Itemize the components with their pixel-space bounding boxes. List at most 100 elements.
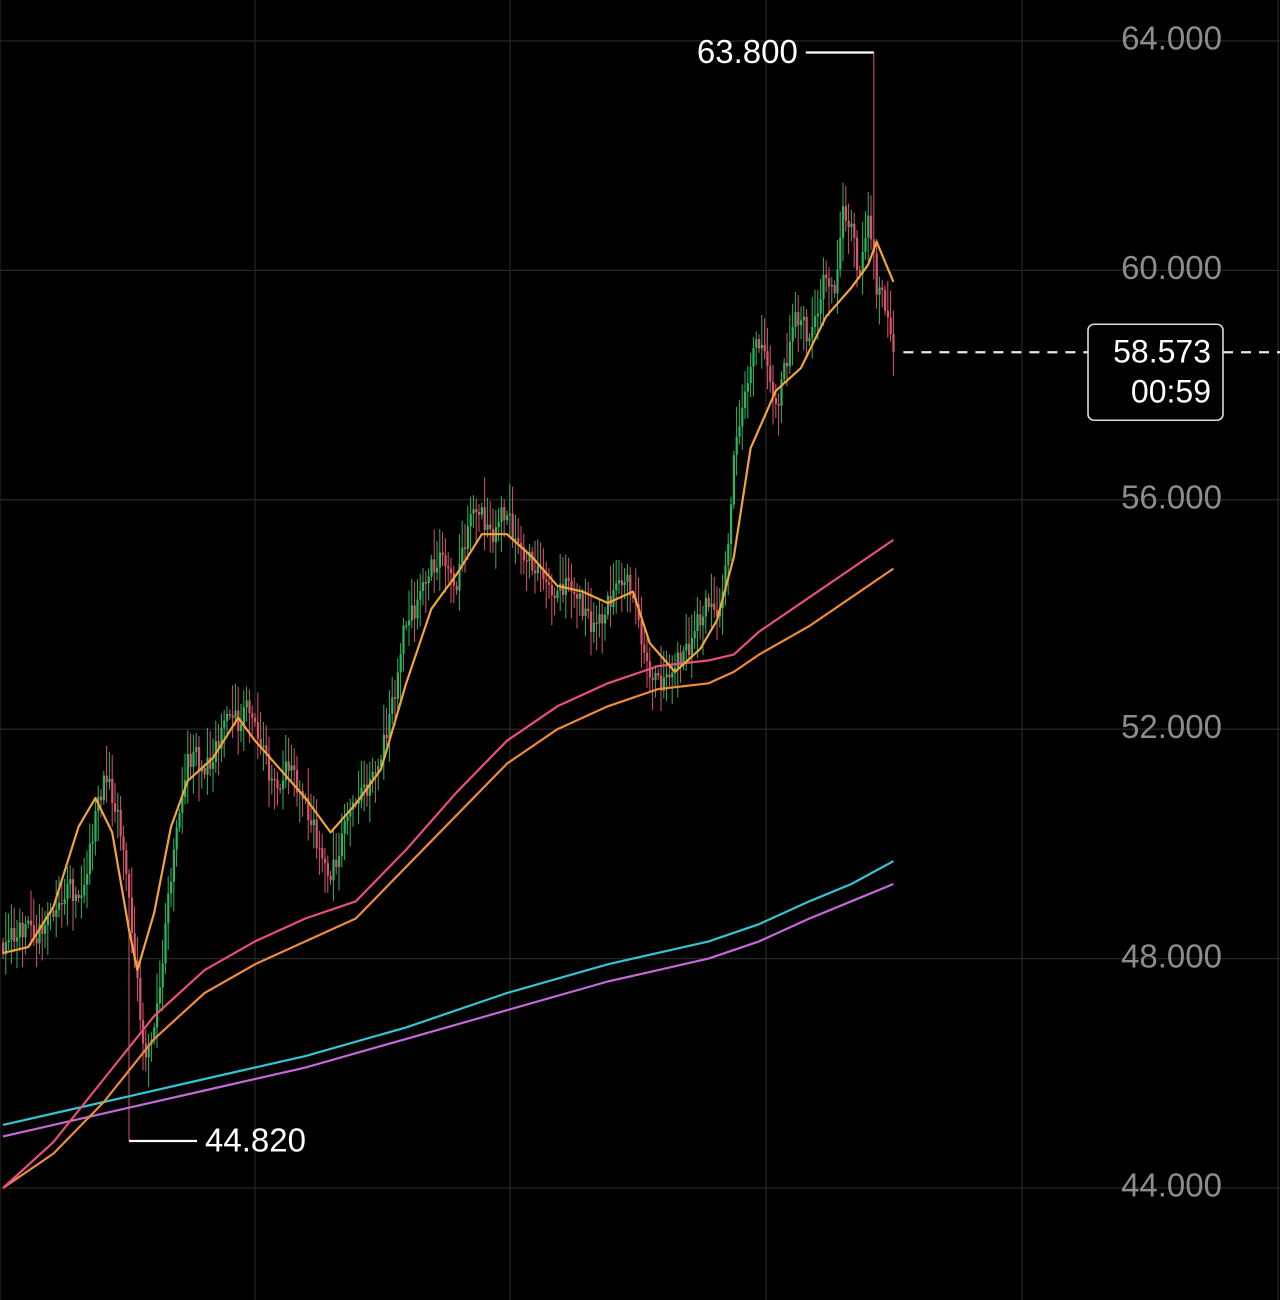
candle-body xyxy=(430,559,433,577)
candle-body xyxy=(525,560,528,562)
candle-body xyxy=(612,590,615,608)
candle-body xyxy=(685,643,688,651)
candle-body xyxy=(290,765,293,771)
candle-body xyxy=(760,344,763,349)
candle-body xyxy=(240,724,243,732)
candle-body xyxy=(332,859,335,881)
candle-body xyxy=(206,757,209,775)
candle-body xyxy=(458,563,461,591)
candle-body xyxy=(592,622,595,632)
candle-body xyxy=(632,595,635,599)
candle-body xyxy=(72,879,75,901)
candle-body xyxy=(394,697,397,699)
candle-body xyxy=(385,734,388,739)
candle-body xyxy=(542,568,545,580)
candle-body xyxy=(763,344,766,352)
high-marker: 63.800 xyxy=(697,33,874,70)
candle-body xyxy=(464,547,467,550)
y-tick-label: 44.000 xyxy=(1121,1167,1222,1204)
candle-body xyxy=(382,734,385,760)
candle-body xyxy=(528,551,531,562)
candle-body xyxy=(203,768,206,775)
candle-body xyxy=(402,625,405,655)
candle-body xyxy=(892,333,895,353)
candle-body xyxy=(438,552,441,568)
candle-body xyxy=(335,859,338,867)
candle-body xyxy=(307,797,310,821)
y-axis: 64.000 60.000 56.000 52.000 48.000 44.00… xyxy=(1121,20,1222,1204)
candle-body xyxy=(839,237,842,270)
candle-body xyxy=(794,312,797,328)
grid-horizontal xyxy=(0,40,1280,1189)
candle-body xyxy=(209,757,212,769)
current-price-indicator[interactable]: 58.573 00:59 xyxy=(903,323,1280,422)
y-tick-label: 64.000 xyxy=(1121,20,1222,57)
candle-body xyxy=(130,897,133,934)
candle-body xyxy=(822,274,825,300)
candle-body xyxy=(391,697,394,714)
candle-body xyxy=(416,599,419,619)
current-price-label: 58.573 xyxy=(1113,334,1211,370)
candle-body xyxy=(844,206,847,221)
candle-body xyxy=(186,753,189,781)
candle-body xyxy=(856,237,859,271)
candle-body xyxy=(234,710,237,718)
candle-body xyxy=(531,551,534,571)
candle-body xyxy=(10,927,13,941)
candle-body xyxy=(472,509,475,514)
candle-body xyxy=(363,784,366,788)
candle-body xyxy=(772,381,775,399)
candle-body xyxy=(226,714,229,721)
ma-short-line xyxy=(2,240,895,972)
candle-body xyxy=(629,574,632,596)
candle-body xyxy=(256,722,259,739)
candle-body xyxy=(368,778,371,796)
candle-body xyxy=(35,938,38,944)
candle-body xyxy=(55,909,58,917)
candle-body xyxy=(749,366,752,384)
candle-body xyxy=(77,894,80,899)
candle-body xyxy=(881,287,884,291)
candle-body xyxy=(338,856,341,867)
ma-mid-b-line xyxy=(2,567,895,1189)
candle-body xyxy=(38,924,41,944)
candle-body xyxy=(268,753,271,781)
candle-body xyxy=(80,895,83,899)
candle-body xyxy=(273,778,276,781)
candle-body xyxy=(380,759,383,767)
y-tick-label: 52.000 xyxy=(1121,708,1222,745)
candle-body xyxy=(128,873,131,898)
candle-body xyxy=(105,775,108,783)
candle-body xyxy=(74,894,77,901)
candle-body xyxy=(436,567,439,573)
candle-body xyxy=(640,620,643,645)
candle-body xyxy=(651,677,654,681)
candle-body xyxy=(595,622,598,625)
candle-body xyxy=(864,237,867,252)
candle-body xyxy=(413,605,416,619)
candle-body xyxy=(615,583,618,591)
moving-average-lines xyxy=(2,240,895,1189)
candle-body xyxy=(377,766,380,774)
candle-body xyxy=(248,700,251,714)
candle-body xyxy=(861,251,864,275)
candle-body xyxy=(581,593,584,616)
candle-body xyxy=(478,511,481,515)
candle-body xyxy=(326,863,329,876)
candle-body xyxy=(788,341,791,367)
candle-body xyxy=(576,594,579,599)
candle-body xyxy=(170,881,173,894)
candle-body xyxy=(744,391,747,409)
candle-body xyxy=(455,585,458,591)
current-price-box[interactable] xyxy=(1087,323,1224,422)
candle-body xyxy=(816,313,819,317)
candle-body xyxy=(433,559,436,573)
candle-body xyxy=(886,310,889,318)
candle-body xyxy=(321,848,324,859)
candle-body xyxy=(508,513,511,516)
candle-body xyxy=(668,674,671,678)
candle-countdown-label: 00:59 xyxy=(1131,374,1211,410)
ma-long-a-line xyxy=(2,860,894,1126)
